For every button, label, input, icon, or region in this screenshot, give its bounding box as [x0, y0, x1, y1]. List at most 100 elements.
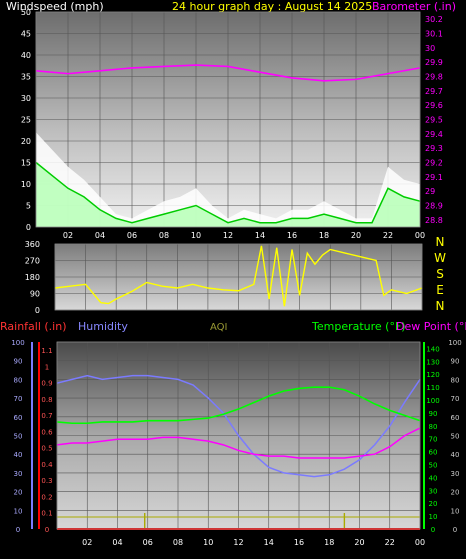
temperature-label: Temperature (°F) [311, 320, 406, 333]
direction-tick-label: 180 [25, 273, 40, 282]
wind-area [36, 162, 420, 227]
temp-x-tick-label: 18 [324, 538, 334, 547]
barometer-axis-ticks: 28.8 28.9 29 29.1 29.2 29.3 29.4 29.5 29.6 29.7 29… [425, 15, 443, 225]
aqi-label: AQI [210, 322, 228, 333]
barometer-label: Barometer (.in) [372, 0, 456, 13]
rainfall-label: Rainfall (.in) [0, 320, 67, 333]
barometer-tick-label: 30.1 [425, 30, 443, 39]
humidity-tick-label: 50 [14, 433, 23, 441]
temp-x-tick-label: 20 [354, 538, 364, 547]
rain-tick-label: 1 [45, 363, 49, 371]
temp-x-tick-label: 14 [264, 538, 274, 547]
temp-x-tick-label: 12 [233, 538, 243, 547]
compass-letter: N [436, 235, 445, 249]
barometer-tick-label: 29.8 [425, 73, 443, 82]
humidity-tick-label: 30 [14, 470, 23, 478]
direction-series [54, 243, 423, 311]
rain-tick-label: 1.1 [41, 347, 52, 355]
dewpoint-tick-label: 0 [453, 526, 457, 534]
wind-tick-label: 0 [26, 223, 31, 232]
rain-tick-label: 0.3 [41, 477, 52, 485]
direction-frame [54, 243, 423, 311]
rain-tick-label: 0 [45, 526, 49, 534]
temp-tick-label: 40 [429, 474, 438, 482]
temp-x-tick-label: 06 [143, 538, 153, 547]
rain-tick-label: 0.1 [41, 510, 52, 518]
temp-tick-label: 0 [431, 526, 435, 534]
temp-x-tick-label: 08 [173, 538, 183, 547]
humidity-tick-label: 90 [14, 358, 23, 366]
compass-letter: S [436, 267, 444, 281]
temp-tick-label: 110 [426, 384, 439, 392]
rain-tick-label: 0.7 [41, 412, 52, 420]
temp-tick-label: 70 [429, 436, 438, 444]
wind-x-tick-label: 08 [159, 231, 169, 240]
barometer-tick-label: 29.6 [425, 101, 443, 110]
direction-tick-label: 270 [25, 257, 40, 266]
temp-x-tick-label: 02 [82, 538, 92, 547]
temp-x-tick-label: 04 [112, 538, 122, 547]
wind-tick-label: 30 [21, 94, 31, 103]
compass-letter: E [436, 283, 444, 297]
temp-axes-ticks: 010203040506070809010000.10.20.30.40.50.… [11, 339, 461, 534]
wind-x-tick-label: 22 [383, 231, 393, 240]
temp-tick-label: 90 [429, 410, 438, 418]
compass-letter: W [434, 251, 446, 265]
humidity-line [56, 374, 421, 478]
rain-tick-label: 0.8 [41, 396, 52, 404]
temperature-line [56, 386, 421, 425]
barometer-tick-label: 29.2 [425, 159, 443, 168]
graph-title: 24 hour graph day : August 14 2025 [172, 0, 372, 13]
barometer-tick-label: 29.4 [425, 130, 443, 139]
temp-tick-label: 60 [429, 449, 438, 457]
wind-tick-label: 10 [21, 180, 31, 189]
wind-x-tick-label: 12 [223, 231, 233, 240]
humidity-tick-label: 20 [14, 489, 23, 497]
temp-tick-label: 120 [426, 371, 439, 379]
temp-series [56, 341, 421, 530]
wind-tick-label: 45 [21, 30, 31, 39]
barometer-tick-label: 29.7 [425, 87, 443, 96]
rain-tick-label: 0.4 [41, 461, 53, 469]
barometer-tick-label: 28.9 [425, 202, 443, 211]
temp-x-ticks: 02 04 06 08 10 12 14 16 18 20 22 00 [82, 538, 425, 547]
humidity-tick-label: 0 [16, 526, 20, 534]
barometer-tick-label: 29.1 [425, 173, 443, 182]
temp-tick-label: 20 [429, 500, 438, 508]
humidity-tick-label: 40 [14, 451, 23, 459]
temp-tick-label: 50 [429, 462, 438, 470]
rain-tick-label: 0.6 [41, 428, 53, 436]
dewpoint-label: Dew Point (°F) [396, 320, 466, 333]
temp-tick-label: 100 [426, 397, 439, 405]
direction-tick-label: 0 [35, 306, 40, 315]
wind-tick-label: 20 [21, 137, 31, 146]
humidity-tick-label: 80 [14, 376, 23, 384]
wind-tick-label: 35 [21, 73, 31, 82]
temp-x-tick-label: 10 [203, 538, 213, 547]
barometer-tick-label: 29.5 [425, 116, 443, 125]
wind-x-tick-label: 18 [319, 231, 329, 240]
wind-x-tick-label: 00 [415, 231, 425, 240]
humidity-tick-label: 100 [11, 339, 24, 347]
humidity-label: Humidity [78, 320, 128, 333]
wind-x-tick-label: 16 [287, 231, 297, 240]
direction-tick-label: 360 [25, 240, 40, 249]
wind-line [35, 161, 421, 224]
temp-tick-label: 130 [426, 358, 439, 366]
wind-tick-label: 5 [26, 202, 31, 211]
barometer-tick-label: 30.2 [425, 15, 443, 24]
dewpoint-tick-label: 40 [451, 451, 460, 459]
dewpoint-tick-label: 80 [451, 376, 460, 384]
dewpoint-tick-label: 90 [451, 358, 460, 366]
dewpoint-tick-label: 60 [451, 414, 460, 422]
barometer-tick-label: 30 [425, 44, 435, 53]
wind-tick-label: 40 [21, 51, 31, 60]
wind-tick-label: 25 [21, 116, 31, 125]
temp-tick-label: 140 [426, 345, 439, 353]
wind-frame [35, 11, 421, 228]
humidity-tick-label: 60 [14, 414, 23, 422]
wind-x-tick-label: 10 [191, 231, 201, 240]
